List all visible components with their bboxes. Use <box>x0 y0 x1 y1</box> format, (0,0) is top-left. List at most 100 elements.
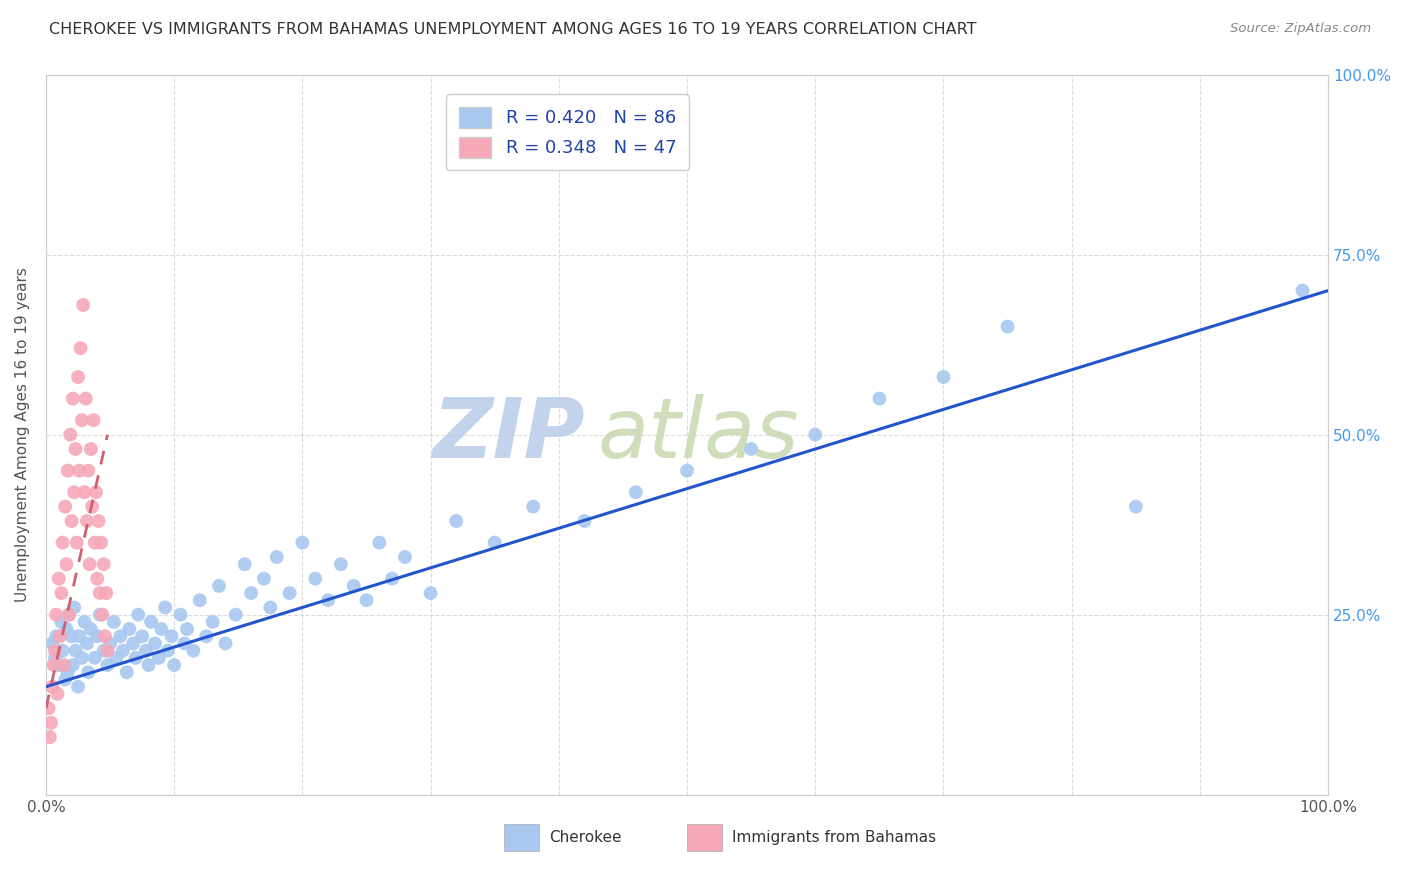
Point <box>63 600 86 615</box>
Point <box>52 535 75 549</box>
Point <box>173 636 195 650</box>
Point <box>52 658 75 673</box>
Point <box>80 442 103 456</box>
Point <box>183 643 205 657</box>
Point <box>676 464 699 478</box>
Point <box>67 464 90 478</box>
Point <box>96 658 118 673</box>
Point <box>63 485 86 500</box>
Point <box>1291 284 1313 298</box>
Point <box>291 535 314 549</box>
Point <box>44 651 66 665</box>
Point <box>55 558 77 572</box>
Point <box>65 643 87 657</box>
Point <box>195 629 218 643</box>
Point <box>53 673 76 687</box>
Point <box>90 535 112 549</box>
Point <box>70 651 93 665</box>
Point <box>932 370 955 384</box>
Point <box>394 549 416 564</box>
Point <box>804 427 827 442</box>
Point <box>381 572 404 586</box>
Text: atlas: atlas <box>598 394 799 475</box>
Point <box>62 392 84 406</box>
Point <box>44 643 66 657</box>
Point <box>122 636 145 650</box>
Point <box>118 622 141 636</box>
Point <box>997 319 1019 334</box>
Point <box>138 658 160 673</box>
Point <box>58 607 80 622</box>
Point <box>93 643 115 657</box>
Point <box>522 500 544 514</box>
Point <box>127 607 149 622</box>
Point <box>419 586 441 600</box>
Point <box>66 680 89 694</box>
Point <box>76 514 98 528</box>
Point <box>96 586 118 600</box>
Point <box>1125 500 1147 514</box>
Point <box>624 485 647 500</box>
Point <box>169 607 191 622</box>
Point <box>49 629 72 643</box>
Point <box>868 392 890 406</box>
Point <box>80 622 103 636</box>
Point <box>740 442 762 456</box>
Point <box>77 665 100 680</box>
Point <box>41 636 63 650</box>
Point <box>83 535 105 549</box>
Point <box>343 579 366 593</box>
Point <box>66 535 89 549</box>
Point <box>329 558 352 572</box>
Point <box>105 651 128 665</box>
Point <box>86 629 108 643</box>
Point <box>156 643 179 657</box>
Point <box>38 701 60 715</box>
Point <box>574 514 596 528</box>
Point <box>65 442 87 456</box>
Point <box>62 658 84 673</box>
Point <box>163 658 186 673</box>
Point <box>98 636 121 650</box>
Point <box>266 549 288 564</box>
Point <box>41 680 63 694</box>
Text: Source: ZipAtlas.com: Source: ZipAtlas.com <box>1230 22 1371 36</box>
Point <box>160 629 183 643</box>
Point <box>42 658 65 673</box>
Point <box>89 586 111 600</box>
Point <box>188 593 211 607</box>
Point <box>87 514 110 528</box>
Point <box>82 413 104 427</box>
Point <box>103 615 125 629</box>
Point <box>225 607 247 622</box>
Point <box>59 427 82 442</box>
Point <box>111 643 134 657</box>
Point <box>39 715 62 730</box>
Point <box>148 651 170 665</box>
Point <box>46 687 69 701</box>
Y-axis label: Unemployment Among Ages 16 to 19 years: Unemployment Among Ages 16 to 19 years <box>15 268 30 602</box>
Point <box>73 485 96 500</box>
Point <box>73 615 96 629</box>
Point <box>139 615 162 629</box>
Point <box>77 464 100 478</box>
Point <box>304 572 326 586</box>
Point <box>115 665 138 680</box>
Point <box>356 593 378 607</box>
Point <box>72 298 94 312</box>
Point <box>240 586 263 600</box>
Point <box>48 658 70 673</box>
Point <box>93 558 115 572</box>
Text: Cherokee: Cherokee <box>550 830 621 845</box>
Point <box>51 586 73 600</box>
Point <box>208 579 231 593</box>
Point <box>278 586 301 600</box>
Point <box>53 500 76 514</box>
Text: Immigrants from Bahamas: Immigrants from Bahamas <box>733 830 936 845</box>
Point <box>214 636 236 650</box>
Point <box>45 607 67 622</box>
Text: ZIP: ZIP <box>432 394 585 475</box>
Point <box>446 514 468 528</box>
Point <box>143 636 166 650</box>
Point <box>110 629 132 643</box>
